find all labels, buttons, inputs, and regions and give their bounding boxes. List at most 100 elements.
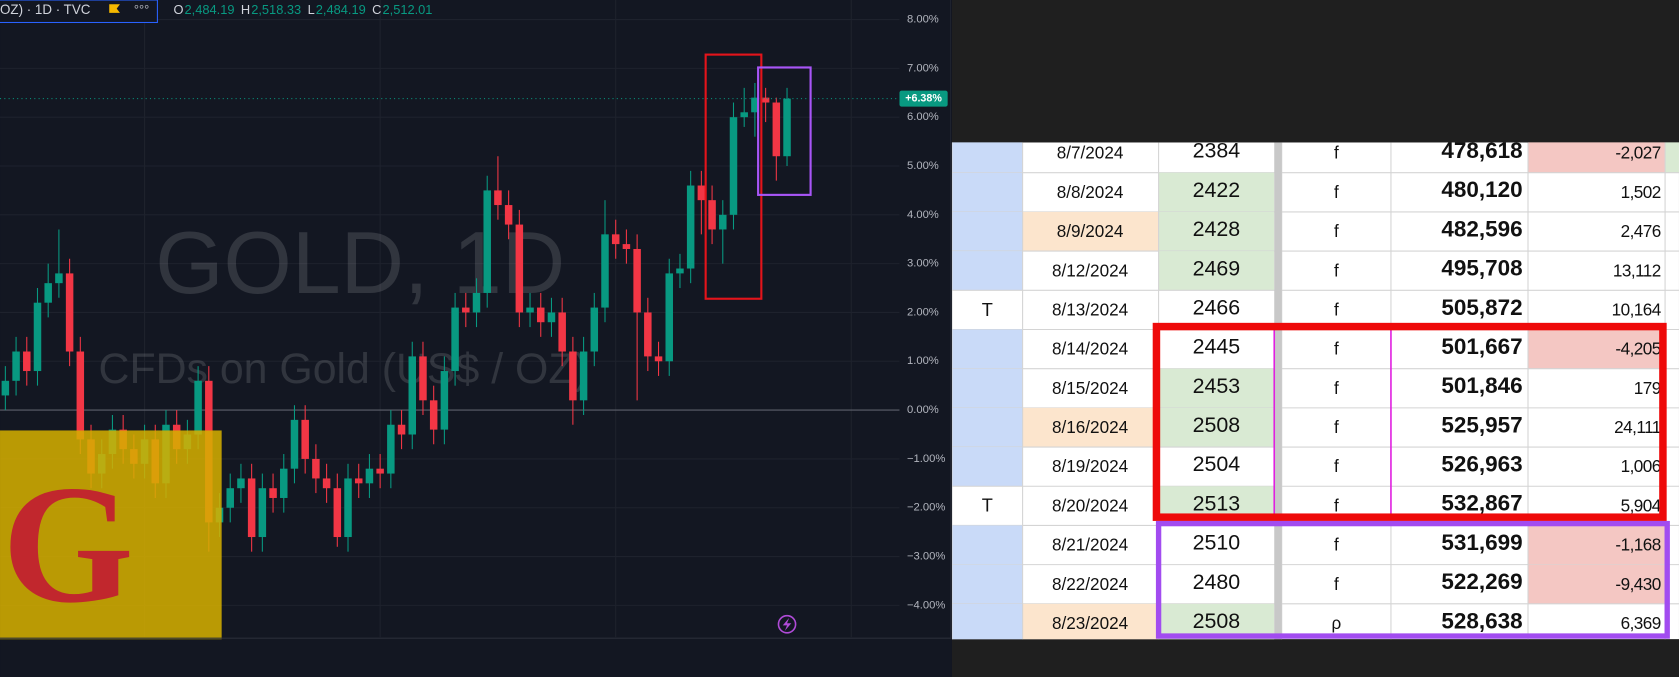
candle-body bbox=[611, 234, 620, 245]
date-cell: 8/8/2024 bbox=[1057, 182, 1124, 202]
ohlc-key: L bbox=[308, 2, 315, 17]
candle-body bbox=[601, 234, 609, 308]
cell-fill bbox=[1022, 211, 1159, 252]
date-cell: 8/23/2024 bbox=[1052, 613, 1129, 633]
candle-body bbox=[65, 273, 74, 352]
cell-fill bbox=[951, 211, 1023, 252]
price-cell: 2513 bbox=[1193, 491, 1241, 515]
total-cell: 495,708 bbox=[1441, 256, 1522, 281]
candle-body bbox=[494, 190, 502, 206]
candle-body bbox=[1, 380, 10, 396]
code-cell: f bbox=[1334, 574, 1339, 594]
y-tick-label: 3.00% bbox=[907, 258, 939, 270]
date-cell: 8/13/2024 bbox=[1052, 299, 1129, 319]
change-cell: -9,430 bbox=[1615, 574, 1660, 594]
cell-fill bbox=[951, 142, 1023, 173]
overlay: OZ) · 1D · TVC °°° O 2,484.19 H 2,518.33 L 2,48… bbox=[0, 0, 1670, 639]
change-cell: 2,476 bbox=[1621, 221, 1661, 241]
code-cell: f bbox=[1334, 260, 1339, 280]
symbol: OZ) · 1D · TVC bbox=[0, 2, 91, 17]
highlight-red bbox=[704, 53, 763, 300]
more-icon[interactable]: °°° bbox=[134, 2, 149, 17]
candle-body bbox=[23, 351, 31, 372]
watermark-title: GOLD, 1D bbox=[155, 214, 565, 312]
candle-body bbox=[772, 102, 781, 157]
y-tick-label: 4.00% bbox=[907, 209, 939, 221]
cell-fill bbox=[951, 329, 1023, 369]
total-cell: 526,963 bbox=[1441, 452, 1522, 477]
candle-body bbox=[55, 273, 63, 284]
candle-body bbox=[451, 307, 459, 372]
date-cell: 8/21/2024 bbox=[1052, 535, 1129, 555]
cell-fill bbox=[1158, 368, 1275, 408]
total-cell: 525,957 bbox=[1441, 412, 1522, 437]
lightning-icon[interactable] bbox=[777, 614, 797, 634]
candle-body bbox=[547, 312, 556, 323]
candle-body bbox=[419, 356, 427, 401]
candle-body bbox=[333, 488, 342, 538]
candle-body bbox=[258, 488, 267, 538]
candle-body bbox=[301, 419, 309, 459]
cell-fill bbox=[1528, 142, 1666, 173]
price-cell: 2422 bbox=[1193, 178, 1241, 202]
cell-fill bbox=[951, 251, 1023, 291]
y-tick-label: −4.00% bbox=[907, 599, 945, 611]
candle-body bbox=[429, 400, 438, 430]
date-cell: 8/16/2024 bbox=[1052, 417, 1129, 437]
total-cell: 501,667 bbox=[1441, 334, 1522, 359]
change-cell: -4,205 bbox=[1615, 339, 1660, 359]
candle-body bbox=[440, 371, 449, 430]
y-tick-label: 1.00% bbox=[907, 355, 939, 367]
price-cell: 2466 bbox=[1193, 295, 1241, 319]
candle-body bbox=[622, 244, 631, 249]
cell-fill bbox=[1158, 251, 1275, 291]
date-cell: 8/9/2024 bbox=[1057, 221, 1124, 241]
candle-body bbox=[740, 112, 748, 118]
change-cell: 1,502 bbox=[1621, 182, 1661, 202]
change-cell: -1,168 bbox=[1615, 535, 1660, 555]
lightning-glyph bbox=[782, 617, 792, 631]
change-cell: 10,164 bbox=[1612, 299, 1662, 319]
change-cell: 13,112 bbox=[1613, 260, 1661, 280]
candle-body bbox=[354, 478, 363, 484]
code-cell: f bbox=[1334, 339, 1339, 359]
cell-fill bbox=[1158, 172, 1275, 212]
date-cell: 8/22/2024 bbox=[1052, 574, 1129, 594]
candle-body bbox=[290, 419, 299, 469]
candle-body bbox=[365, 468, 374, 484]
cell-fill bbox=[1158, 603, 1275, 640]
code-cell: f bbox=[1334, 182, 1339, 202]
total-cell: 480,120 bbox=[1441, 177, 1522, 202]
candle-body bbox=[644, 312, 652, 357]
candle-body bbox=[783, 98, 791, 157]
candle-body bbox=[12, 351, 20, 381]
change-cell: 24,111 bbox=[1614, 417, 1661, 437]
candle-body bbox=[579, 351, 588, 401]
highlight-purple-table bbox=[1155, 520, 1670, 639]
last-price-tag bbox=[899, 90, 948, 107]
cell-fill bbox=[951, 603, 1023, 640]
candle-body bbox=[312, 458, 320, 479]
logo-box bbox=[0, 430, 222, 640]
ohlc-value: 2,518.33 bbox=[251, 2, 301, 17]
total-cell: 532,867 bbox=[1441, 491, 1522, 516]
y-tick-label: 0.00% bbox=[907, 404, 939, 416]
candle-body bbox=[376, 468, 384, 474]
candle-body bbox=[697, 185, 706, 201]
cell-fill bbox=[951, 525, 1023, 565]
ohlc-key: O bbox=[173, 2, 183, 17]
cell-fill bbox=[1528, 329, 1666, 369]
flag-icon bbox=[109, 4, 120, 13]
candle-body bbox=[247, 478, 256, 538]
cell-fill bbox=[951, 172, 1023, 212]
candle-body bbox=[472, 292, 481, 313]
change-cell: -2,027 bbox=[1615, 143, 1660, 163]
date-cell: 8/19/2024 bbox=[1052, 456, 1129, 476]
candle-body bbox=[665, 273, 673, 362]
cell-fill bbox=[951, 564, 1023, 604]
candle-body bbox=[397, 424, 406, 435]
candle-body bbox=[462, 307, 470, 313]
candle-body bbox=[226, 488, 234, 508]
